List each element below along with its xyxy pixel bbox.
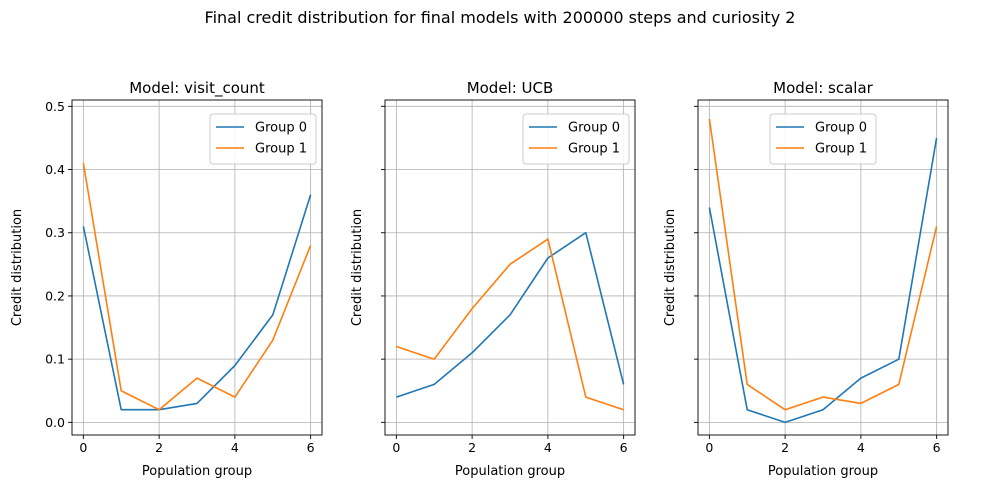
legend: Group 0 Group 1: [769, 113, 877, 165]
legend-label-group-0: Group 0: [815, 121, 867, 136]
x-tick-label: 6: [620, 440, 628, 455]
plot-frame: [384, 99, 636, 436]
chart-panel-1: 0 2 4 6 Model: UCB Population group Credit dis…: [350, 79, 636, 479]
x-tick-label: 2: [781, 440, 789, 455]
x-tick-label: 4: [857, 440, 865, 455]
legend-label-group-0: Group 0: [255, 121, 307, 136]
y-tick-label: 0.4: [45, 162, 65, 177]
series-line-group-1: [82, 163, 312, 411]
x-tick-label: 0: [392, 440, 400, 455]
y-tick-label: 0.2: [45, 288, 65, 303]
x-tick-label: 0: [705, 440, 713, 455]
series-line-group-0: [708, 137, 938, 424]
legend-label-group-1: Group 1: [255, 142, 307, 157]
legend-label-group-1: Group 1: [815, 142, 867, 157]
figure-title: Final credit distribution for final mode…: [204, 8, 796, 27]
legend-label-group-0: Group 0: [568, 121, 620, 136]
x-tick-label: 2: [155, 440, 163, 455]
chart-panel-0: 0 2 4 6 0.0 0.1 0.2 0.3 0.4 0.5 Model: visit_count…: [10, 79, 323, 479]
chart-title: Model: visit_count: [129, 79, 265, 98]
x-tick-label: 6: [307, 440, 315, 455]
x-tick-label: 4: [544, 440, 552, 455]
series-line-group-1: [708, 118, 938, 411]
x-tick-label: 6: [933, 440, 941, 455]
chart-title: Model: scalar: [773, 79, 873, 97]
x-tick-label: 2: [468, 440, 476, 455]
y-axis-label: Credit distribution: [10, 209, 25, 326]
y-tick-label: 0.1: [45, 352, 65, 367]
plot-frame: [71, 99, 323, 436]
legend: Group 0 Group 1: [522, 113, 630, 165]
legend: Group 0 Group 1: [209, 113, 317, 165]
y-tick-label: 0.5: [45, 99, 65, 114]
y-axis-label: Credit distribution: [350, 209, 365, 326]
x-tick-label: 4: [231, 440, 239, 455]
plot-frame: [697, 99, 949, 436]
chart-title: Model: UCB: [467, 79, 554, 97]
chart-panel-2: 0 2 4 6 Model: scalar Population group Credit …: [663, 79, 949, 479]
x-axis-label: Population group: [455, 464, 565, 479]
x-axis-label: Population group: [142, 464, 252, 479]
y-tick-label: 0.3: [45, 225, 65, 240]
y-tick-label: 0.0: [45, 415, 65, 430]
x-tick-label: 0: [79, 440, 87, 455]
y-axis-label: Credit distribution: [663, 209, 678, 326]
x-axis-label: Population group: [768, 464, 878, 479]
legend-label-group-1: Group 1: [568, 142, 620, 157]
series-line-group-1: [396, 238, 624, 411]
